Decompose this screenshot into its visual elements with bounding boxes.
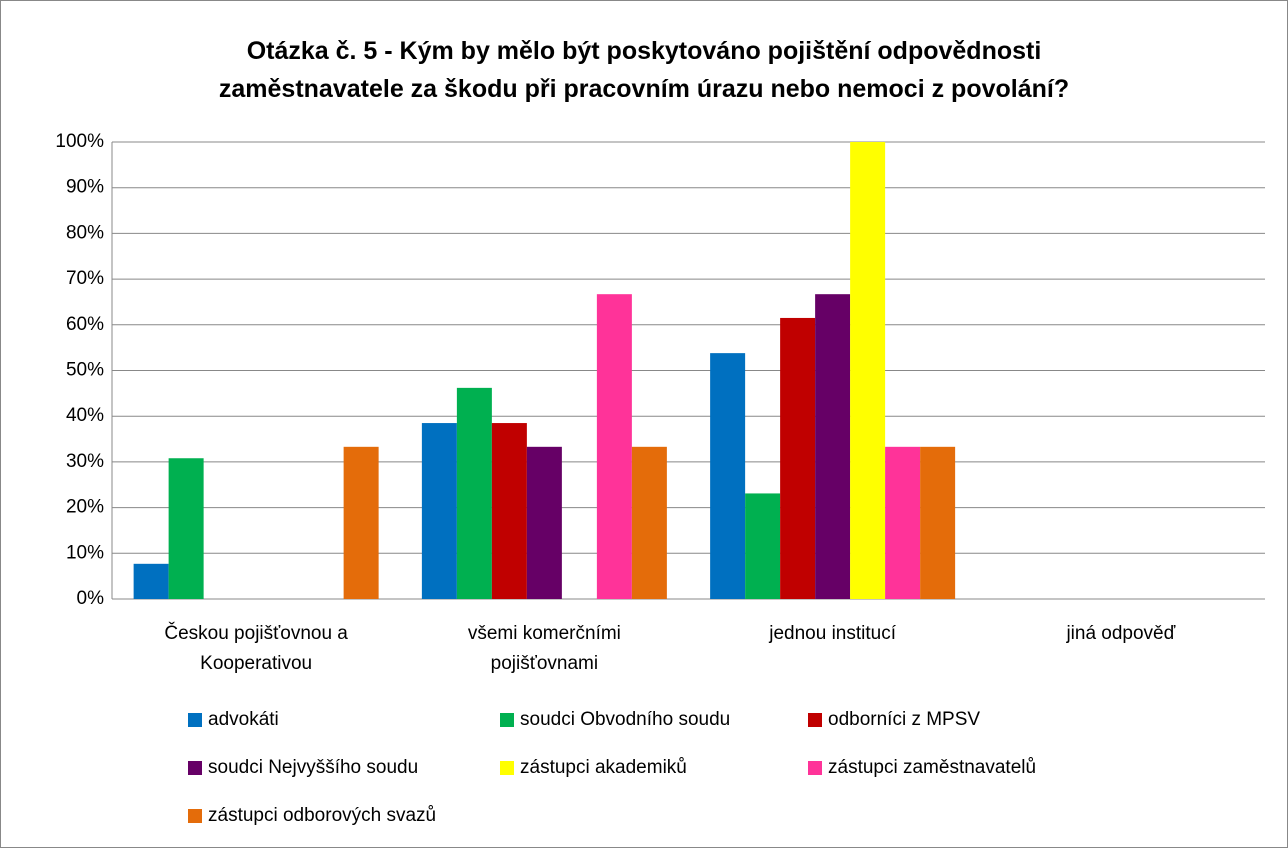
bar (815, 294, 851, 599)
legend-label: advokáti (208, 709, 279, 730)
bar (920, 446, 956, 599)
bar (421, 423, 457, 599)
legend-swatch (188, 809, 202, 823)
bar (456, 387, 492, 599)
x-tick-label: všemi komerčními pojišťovnami (467, 623, 621, 674)
chart-title: Otázka č. 5 - Kým by mělo být poskytován… (218, 37, 1070, 103)
y-tick-label: 0% (77, 588, 105, 609)
bar (133, 563, 169, 599)
bar (710, 353, 746, 599)
y-tick-label: 100% (55, 131, 104, 152)
y-tick-label: 50% (66, 360, 104, 381)
y-tick-label: 40% (66, 405, 104, 426)
legend-swatch (500, 713, 514, 727)
bar (526, 446, 562, 599)
legend-swatch (808, 713, 822, 727)
legend-swatch (188, 761, 202, 775)
legend-label: odborníci z MPSV (828, 709, 980, 730)
x-tick-label: jiná odpověď (1066, 623, 1176, 644)
legend-label: zástupci akademiků (520, 757, 687, 778)
x-tick-label: Českou pojišťovnou a Kooperativou (164, 623, 348, 674)
x-tick-label: jednou institucí (769, 623, 896, 644)
y-tick-label: 70% (66, 268, 104, 289)
y-tick-label: 60% (66, 314, 104, 335)
legend-label: zástupci odborových svazů (208, 805, 436, 826)
legend-label: soudci Nejvyššího soudu (208, 757, 418, 778)
bar (343, 446, 379, 599)
y-tick-label: 30% (66, 451, 104, 472)
bar (885, 446, 921, 599)
bar (168, 458, 204, 599)
bar (850, 142, 886, 599)
legend-label: soudci Obvodního soudu (520, 709, 730, 730)
legend-label: zástupci zaměstnavatelů (828, 757, 1036, 778)
legend-swatch (500, 761, 514, 775)
y-tick-label: 80% (66, 222, 104, 243)
bar (631, 446, 667, 599)
y-tick-label: 20% (66, 497, 104, 518)
bar (596, 294, 632, 599)
legend-swatch (188, 713, 202, 727)
bar (491, 423, 527, 599)
legend-swatch (808, 761, 822, 775)
y-tick-label: 10% (66, 542, 104, 563)
bar (780, 317, 816, 599)
bar (745, 493, 781, 599)
y-tick-label: 90% (66, 177, 104, 198)
